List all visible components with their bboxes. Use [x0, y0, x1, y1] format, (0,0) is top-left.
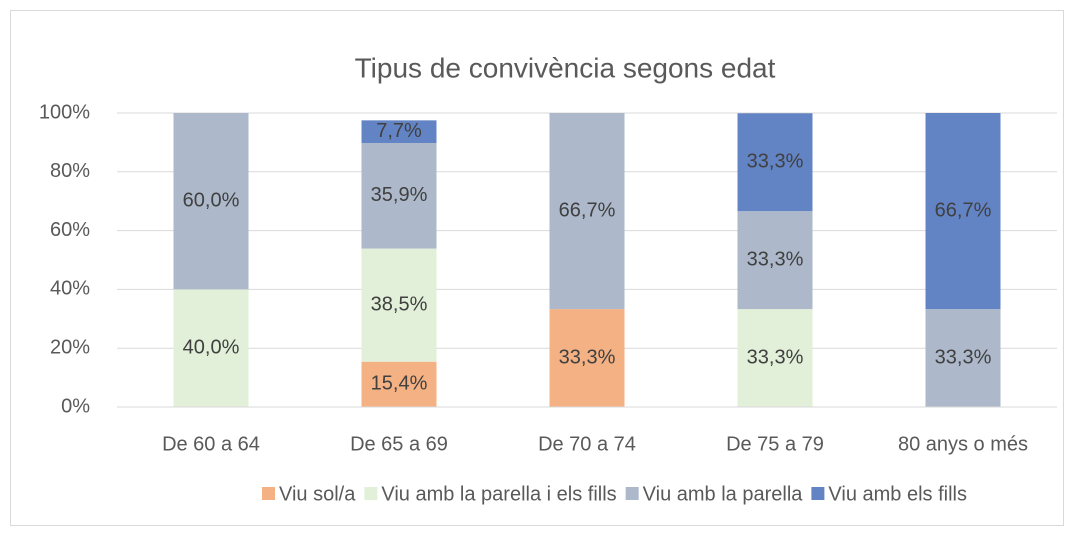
x-tick-label: De 75 a 79 — [726, 433, 824, 455]
y-tick-label: 80% — [50, 160, 90, 182]
legend-label: Viu amb la parella — [643, 483, 804, 505]
chart-title: Tipus de convivència segons edat — [355, 52, 776, 83]
legend-label: Viu sol/a — [279, 483, 356, 505]
bar-segment — [361, 361, 437, 407]
y-tick-label: 20% — [50, 336, 90, 358]
data-label: 66,7% — [559, 199, 616, 221]
bar-segment — [549, 113, 625, 310]
bar-segment — [361, 142, 437, 249]
data-label: 60,0% — [183, 189, 240, 211]
bar-segment — [925, 113, 1001, 310]
y-tick-label: 60% — [50, 219, 90, 241]
y-tick-label: 0% — [61, 395, 90, 417]
legend-label: Viu amb els fills — [828, 483, 967, 505]
x-tick-label: De 65 a 69 — [350, 433, 448, 455]
bar-segment — [549, 309, 625, 407]
data-label: 66,7% — [935, 199, 992, 221]
legend-swatch — [625, 487, 639, 500]
bar-segment — [361, 120, 437, 143]
data-label: 7,7% — [376, 120, 422, 142]
legend-swatch — [364, 487, 378, 500]
bar-segment — [925, 309, 1001, 407]
data-label: 33,3% — [747, 151, 804, 173]
data-label: 40,0% — [183, 336, 240, 358]
y-tick-label: 40% — [50, 278, 90, 300]
data-label: 33,3% — [935, 346, 992, 368]
legend-label: Viu amb la parella i els fills — [381, 483, 616, 505]
bar-segment — [173, 289, 249, 407]
bar-segment — [361, 248, 437, 362]
legend-swatch — [262, 487, 275, 500]
y-tick-label: 100% — [39, 101, 90, 123]
bar-segment — [737, 113, 813, 212]
x-tick-label: De 70 a 74 — [538, 433, 636, 455]
data-label: 38,5% — [371, 293, 428, 315]
data-label: 33,3% — [559, 346, 616, 368]
x-tick-label: De 60 a 64 — [162, 433, 260, 455]
bar-segment — [173, 113, 249, 290]
bar-segment — [737, 309, 813, 407]
bar-segment — [737, 211, 813, 310]
x-tick-label: 80 anys o més — [898, 433, 1028, 455]
data-label: 35,9% — [371, 184, 428, 206]
data-label: 33,3% — [747, 346, 804, 368]
data-label: 15,4% — [371, 373, 428, 395]
data-label: 33,3% — [747, 248, 804, 270]
legend-swatch — [811, 487, 825, 500]
